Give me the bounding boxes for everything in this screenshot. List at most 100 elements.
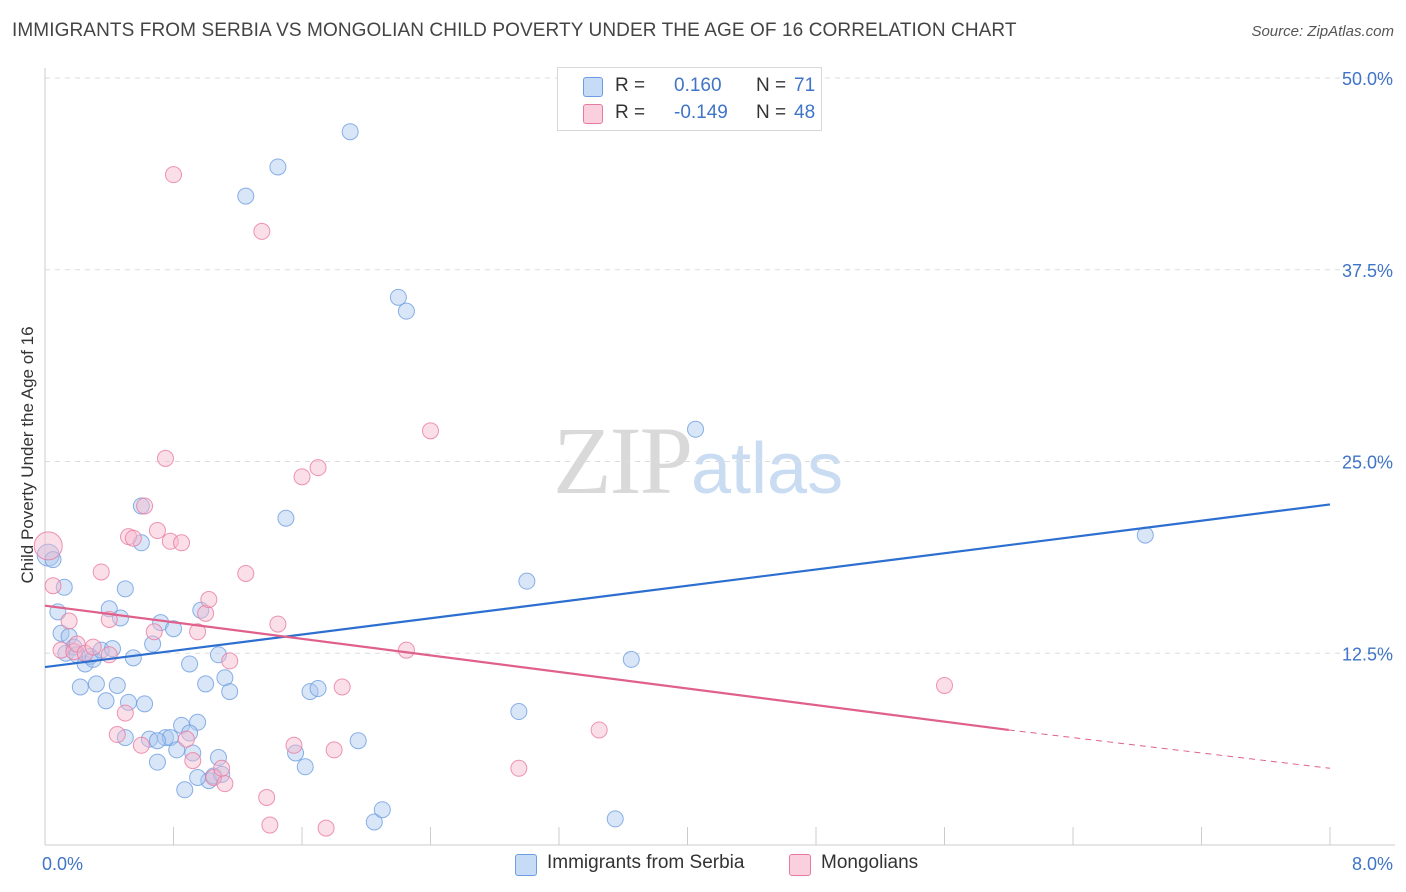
stats-legend: R = 0.160 N = 71 R = -0.149 N = 48: [557, 67, 822, 131]
mongolians-point: [936, 676, 953, 694]
serbia-point: [237, 187, 255, 205]
mongolians-point: [309, 459, 327, 477]
serbia-point: [71, 678, 89, 696]
mongolians-point: [145, 623, 163, 641]
legend-n-label: N =: [756, 75, 787, 96]
mongolians-point: [285, 736, 303, 754]
serbia-point: [148, 732, 166, 750]
y-tick-label: 37.5%: [1342, 261, 1393, 281]
mongolians-point: [165, 166, 182, 184]
x-tick-label: 8.0%: [1352, 854, 1393, 874]
series-legend-label-mongolians: Mongolians: [821, 852, 919, 873]
watermark: ZIPatlas: [553, 405, 843, 516]
mongolians-point: [44, 577, 62, 595]
mongolians-point: [136, 497, 154, 515]
mongolians-point: [33, 531, 63, 561]
serbia-point: [148, 753, 166, 771]
mongolians-point: [52, 641, 70, 659]
serbia-point: [510, 703, 528, 721]
serbia-point: [168, 741, 186, 759]
serbia-point: [277, 509, 295, 527]
mongolians-point: [397, 641, 415, 659]
mongolians-point: [124, 529, 142, 547]
serbia-point: [116, 580, 134, 598]
serbia-point: [181, 655, 199, 673]
serbia-point: [397, 302, 415, 320]
mongolians-trend-extension: [1008, 729, 1331, 769]
mongolians-point: [221, 652, 239, 670]
serbia-point: [518, 572, 536, 590]
serbia-point: [97, 692, 115, 710]
serbia-point: [144, 635, 162, 653]
mongolians-point: [177, 730, 195, 748]
watermark-zip: ZIP: [553, 407, 693, 514]
serbia-point: [209, 749, 227, 767]
serbia-point: [176, 781, 194, 799]
serbia-point: [108, 676, 126, 694]
mongolians-point: [269, 615, 287, 633]
source-attribution: Source: ZipAtlas.com: [1251, 23, 1394, 40]
mongolians-point: [92, 563, 110, 581]
legend-r-label: R =: [615, 102, 646, 123]
mongolians-point: [317, 819, 335, 837]
mongolians-point: [60, 612, 78, 630]
serbia-point: [197, 675, 215, 693]
serbia-point: [687, 420, 705, 438]
mongolians-point: [422, 422, 439, 440]
legend-n-value: 48: [794, 102, 816, 123]
series-legend-label-serbia: Immigrants from Serbia: [547, 852, 745, 873]
mongolians-point: [108, 726, 126, 744]
serbia-point: [389, 288, 407, 306]
x-tick-label: 0.0%: [42, 854, 83, 874]
serbia-point: [606, 810, 624, 828]
mongolians-point: [237, 564, 255, 582]
mongolians-point: [325, 741, 343, 759]
mongolians-point: [333, 678, 351, 696]
serbia-point: [296, 758, 314, 776]
mongolians-point: [156, 449, 174, 467]
legend-swatch-mongolians: [583, 104, 603, 124]
y-tick-label: 12.5%: [1342, 644, 1393, 664]
serbia-point: [165, 620, 182, 638]
mongolians-trend-line: [44, 604, 1009, 732]
legend-r-value: -0.149: [674, 102, 728, 123]
mongolians-point: [293, 468, 311, 486]
series-legend: Immigrants from Serbia Mongolians: [0, 852, 1406, 878]
mongolians-point: [116, 704, 134, 722]
mongolians-point: [189, 623, 207, 641]
legend-r-label: R =: [615, 75, 646, 96]
serbia-point: [221, 683, 239, 701]
legend-swatch-serbia: [583, 77, 603, 97]
serbia-point: [349, 732, 367, 750]
mongolians-point: [258, 788, 276, 806]
serbia-point: [124, 649, 142, 667]
mongolians-point: [590, 721, 608, 739]
mongolians-point: [261, 816, 279, 834]
mongolians-point: [197, 604, 215, 622]
mongolians-point: [253, 222, 271, 240]
serbia-point: [373, 801, 391, 819]
chart-title: IMMIGRANTS FROM SERBIA VS MONGOLIAN CHIL…: [12, 20, 1017, 41]
serbia-point: [136, 695, 154, 713]
mongolians-point: [213, 759, 231, 777]
y-tick-label: 50.0%: [1342, 69, 1393, 89]
serbia-point: [189, 769, 207, 787]
legend-n-value: 71: [794, 75, 816, 96]
mongolians-point: [148, 522, 166, 540]
mongolians-point: [132, 736, 150, 754]
legend-n-label: N =: [756, 102, 787, 123]
serbia-point: [309, 680, 327, 698]
y-tick-label: 25.0%: [1342, 453, 1393, 473]
serbia-trend-line: [44, 503, 1331, 669]
serbia-point: [341, 123, 359, 141]
series-legend-swatch-mongolians: [789, 854, 811, 876]
watermark-atlas: atlas: [691, 429, 844, 509]
mongolians-point: [510, 759, 528, 777]
mongolians-point: [216, 775, 234, 793]
legend-r-value: 0.160: [674, 75, 722, 96]
mongolians-point: [200, 591, 218, 609]
mongolians-point: [173, 534, 191, 552]
serbia-point: [87, 675, 105, 693]
serbia-point: [269, 158, 287, 176]
